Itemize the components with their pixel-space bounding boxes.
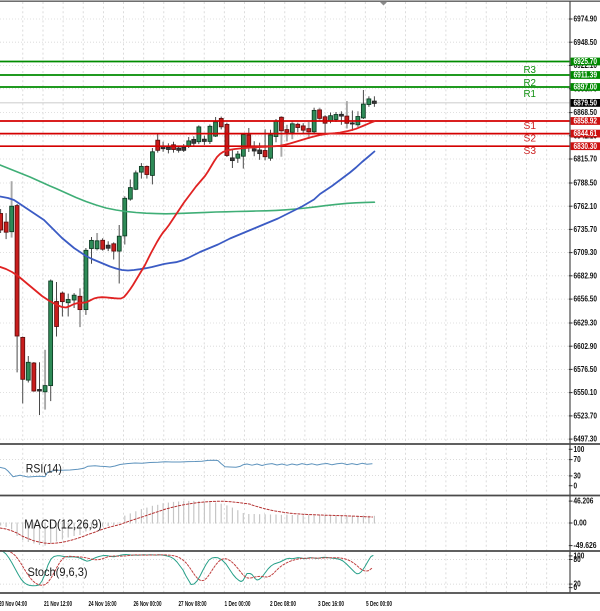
svg-text:100: 100: [574, 552, 585, 561]
svg-text:6497.30: 6497.30: [574, 435, 598, 444]
svg-text:30: 30: [574, 472, 582, 481]
svg-text:46.206: 46.206: [574, 497, 594, 506]
svg-text:S2: S2: [524, 133, 537, 145]
svg-text:100: 100: [574, 445, 585, 454]
svg-text:6897.00: 6897.00: [574, 83, 598, 92]
svg-text:MACD(12,26,9): MACD(12,26,9): [24, 517, 102, 531]
svg-text:0: 0: [574, 583, 578, 592]
svg-text:6815.70: 6815.70: [574, 155, 598, 164]
svg-text:20 Nov 04:00: 20 Nov 04:00: [0, 599, 27, 608]
svg-text:RSI(14): RSI(14): [26, 462, 62, 476]
svg-text:6523.70: 6523.70: [574, 412, 598, 421]
svg-text:6576.50: 6576.50: [574, 365, 598, 374]
svg-text:20: 20: [574, 580, 582, 589]
svg-text:80: 80: [574, 555, 582, 564]
svg-text:-49.626: -49.626: [574, 541, 598, 550]
svg-text:6868.50: 6868.50: [574, 108, 598, 117]
svg-text:6629.30: 6629.30: [574, 319, 598, 328]
svg-text:6682.90: 6682.90: [574, 271, 598, 280]
svg-text:24 Nov 16:00: 24 Nov 16:00: [89, 599, 117, 608]
svg-text:Stoch(9,6,3): Stoch(9,6,3): [28, 565, 88, 579]
svg-text:27 Nov 08:00: 27 Nov 08:00: [179, 599, 207, 608]
svg-text:6762.10: 6762.10: [574, 202, 598, 211]
svg-text:6911.39: 6911.39: [574, 71, 598, 80]
svg-text:R2: R2: [524, 77, 537, 89]
svg-text:0.00: 0.00: [574, 519, 588, 528]
svg-text:1 Dec 00:00: 1 Dec 00:00: [225, 599, 251, 608]
svg-text:R1: R1: [524, 88, 537, 100]
svg-text:6879.50: 6879.50: [574, 99, 598, 108]
svg-text:26 Nov 00:00: 26 Nov 00:00: [134, 599, 162, 608]
svg-text:21 Nov 12:00: 21 Nov 12:00: [44, 599, 72, 608]
svg-text:S3: S3: [524, 145, 537, 157]
svg-text:6948.50: 6948.50: [574, 38, 598, 47]
svg-text:6858.92: 6858.92: [574, 117, 598, 126]
svg-text:6602.90: 6602.90: [574, 342, 598, 351]
svg-text:6788.50: 6788.50: [574, 179, 598, 188]
svg-text:6830.30: 6830.30: [574, 142, 598, 151]
svg-text:6735.70: 6735.70: [574, 225, 598, 234]
svg-text:6550.10: 6550.10: [574, 388, 598, 397]
svg-text:0: 0: [574, 481, 578, 490]
svg-text:6656.50: 6656.50: [574, 295, 598, 304]
svg-text:6925.70: 6925.70: [574, 57, 598, 66]
svg-text:2 Dec 08:00: 2 Dec 08:00: [270, 599, 296, 608]
svg-text:3 Dec 16:00: 3 Dec 16:00: [318, 599, 344, 608]
svg-text:S1: S1: [524, 120, 537, 132]
svg-text:70: 70: [574, 455, 582, 464]
svg-text:6844.61: 6844.61: [574, 129, 598, 138]
svg-text:6974.90: 6974.90: [574, 15, 598, 24]
svg-text:5 Dec 00:00: 5 Dec 00:00: [366, 599, 392, 608]
svg-text:6922.10: 6922.10: [574, 61, 598, 70]
svg-text:6709.30: 6709.30: [574, 248, 598, 257]
svg-text:R3: R3: [524, 64, 537, 76]
